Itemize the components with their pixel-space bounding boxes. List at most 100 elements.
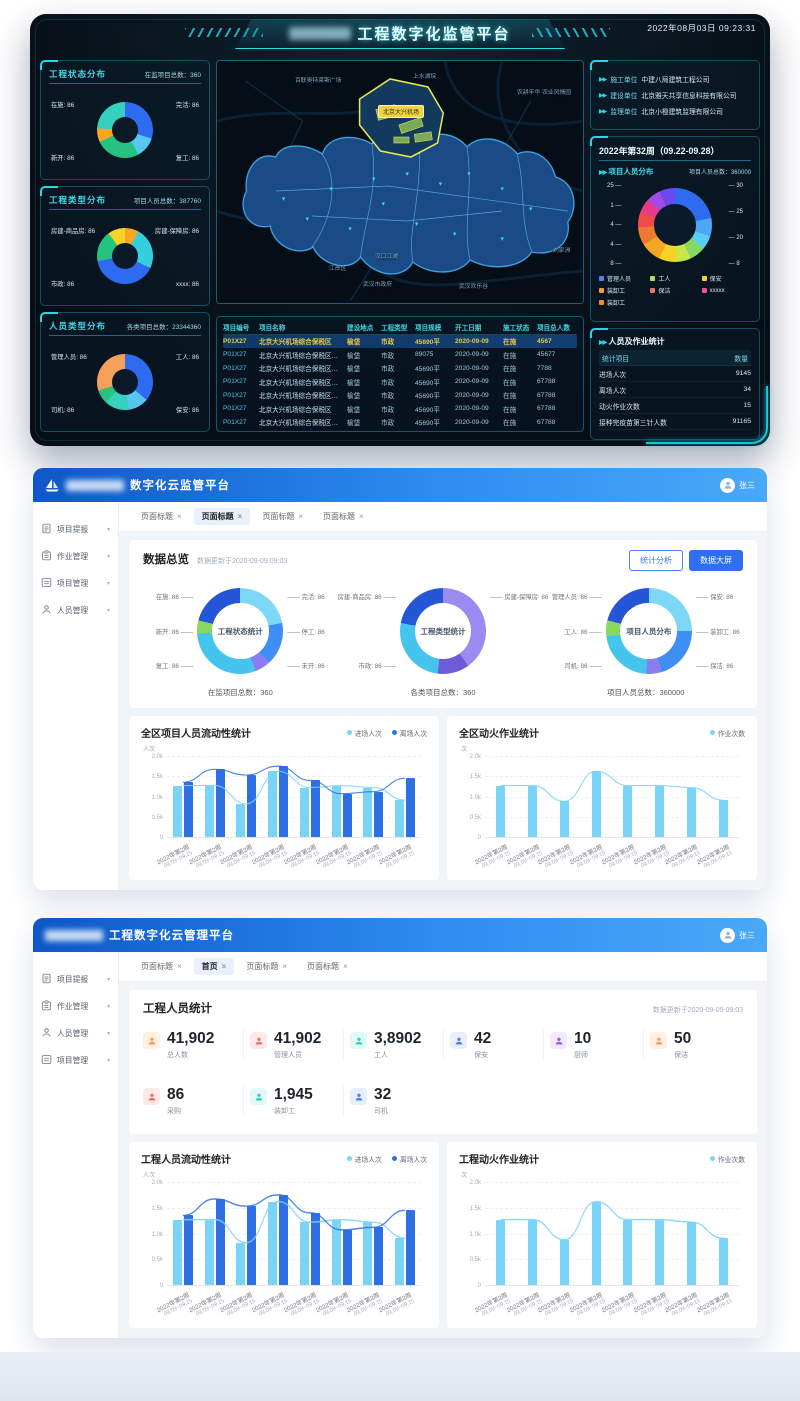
page-tab[interactable]: 首页 × — [193, 958, 235, 975]
bar-group[interactable] — [326, 1182, 358, 1285]
bar-group[interactable] — [549, 756, 581, 837]
section-title: 数据总览 — [143, 554, 189, 566]
close-icon[interactable]: × — [177, 512, 182, 521]
bar-group[interactable] — [231, 756, 263, 837]
bar-group[interactable] — [389, 756, 421, 837]
legend-item[interactable]: 装卸工 — [599, 298, 648, 307]
map-panel[interactable]: ▾ ▾ ▾ ▾ ▾ ▾ ▾ ▾ ▾ ▾ ▾ ▾ ▾ ▾ 北京大兴机场 百联奥特莱斯广场 上水湖垸 农耕年华·农… — [216, 60, 584, 304]
close-icon[interactable]: × — [282, 962, 288, 971]
sidebar-item-人员管理[interactable]: 人员管理 ▾ — [33, 1020, 118, 1047]
chart-title: 工程动火作业统计 — [459, 1155, 539, 1166]
x-axis: 2022年第2周 09.09~09.15 2022年第2周 09.09~09.15 20… — [156, 839, 421, 871]
bar-group[interactable] — [358, 1182, 390, 1285]
map-badge[interactable]: 北京大兴机场 — [378, 104, 425, 118]
personnel-donut-chart[interactable] — [638, 188, 712, 262]
donut-label: 完活: 86 — [175, 102, 199, 109]
bar-group[interactable] — [294, 756, 326, 837]
sidebar-item-项目提报[interactable]: 项目提报 ▾ — [33, 516, 118, 543]
close-icon[interactable]: × — [359, 512, 364, 521]
donut-chart[interactable] — [97, 102, 153, 158]
page-tab[interactable]: 页面标题 × — [141, 962, 182, 971]
table-row[interactable]: P01X27 北京大兴机场综合保税区 榆垡 市政 45690平 2020-09-09 在施 4… — [223, 334, 577, 348]
bar-group[interactable] — [262, 1182, 294, 1285]
bar-group[interactable] — [294, 1182, 326, 1285]
donut-chart[interactable]: 工程类型统计 — [400, 588, 486, 674]
page-tab[interactable]: 页面标题 × — [262, 512, 304, 521]
legend-item[interactable]: 保安 — [701, 274, 751, 283]
page-tab[interactable]: 页面标题 × — [323, 512, 364, 521]
data-screen-button[interactable]: 数据大屏 — [689, 550, 743, 571]
close-icon[interactable]: × — [221, 962, 227, 971]
legend-item[interactable]: 进场人次 — [346, 1154, 382, 1164]
bar-group[interactable] — [612, 1182, 644, 1285]
manage-app: 工程数字化云管理平台 张三 项目提报 ▾ 作业管理 ▾ 人员管理 ▾ 项目管理 ▾ 页面… — [33, 918, 767, 1338]
table-row[interactable]: P01X27北京大兴机场综合保税区民生省…榆垡市政45690平2020-09-0… — [223, 391, 556, 401]
page-tab[interactable]: 页面标题 × — [246, 962, 288, 971]
ops-row: 进场人次 9145 — [599, 366, 751, 382]
bar-group[interactable] — [389, 1182, 421, 1285]
bar-group[interactable] — [485, 756, 517, 837]
bar-group[interactable] — [676, 756, 708, 837]
sidebar-item-项目管理[interactable]: 项目管理 ▾ — [33, 570, 118, 597]
table-row[interactable]: P01X27 北京大兴机场综合保税区 榆垡 市政 45690平 2020-09-09 在施 6… — [223, 405, 556, 414]
user-menu[interactable]: 张三 — [720, 927, 755, 943]
stat-value: 10 — [574, 1030, 592, 1047]
page-tab[interactable]: 页面标题 × — [193, 508, 251, 525]
bar-group[interactable] — [262, 756, 294, 837]
donut-chart[interactable] — [97, 354, 153, 410]
bar-group[interactable] — [231, 1182, 263, 1285]
page-tab[interactable]: 页面标题 × — [141, 512, 182, 521]
donut-label: 新开: 86 — [51, 155, 75, 162]
table-row[interactable]: P01X27北京大兴机场综合保税区民生省…榆垡市政45690平2020-09-0… — [223, 378, 556, 387]
bar-group[interactable] — [358, 756, 390, 837]
legend-item[interactable]: 管理人员 — [599, 274, 648, 283]
legend-item[interactable]: 离场人次 — [391, 1154, 427, 1164]
legend-item[interactable]: 工人 — [650, 274, 699, 283]
bar-group[interactable] — [199, 1182, 231, 1285]
legend-item[interactable]: 离场人次 — [391, 728, 427, 738]
user-menu[interactable]: 张三 — [720, 477, 755, 493]
close-icon[interactable]: × — [237, 512, 243, 521]
bar-group[interactable] — [580, 1182, 612, 1285]
sidebar-item-人员管理[interactable]: 人员管理 ▾ — [33, 597, 118, 624]
donut-chart[interactable]: 项目人员分布 — [605, 588, 692, 674]
bar-group[interactable] — [580, 756, 612, 837]
legend-item[interactable]: 进场人次 — [346, 728, 382, 738]
table-row[interactable]: P01X27北京大兴机场综合保税区民生省…榆垡市政890752020-09-09… — [223, 351, 556, 360]
legend-item[interactable]: xxxxx — [701, 286, 751, 295]
legend-item[interactable]: 作业次数 — [709, 1154, 745, 1164]
close-icon[interactable]: × — [298, 512, 304, 521]
sidebar-item-项目提报[interactable]: 项目提报 ▾ — [33, 966, 118, 993]
y-axis-unit: 人次 — [143, 1173, 156, 1179]
panel-stat: 各类项目总数：23344360 — [126, 324, 201, 331]
legend-item[interactable]: 装卸工 — [599, 286, 648, 295]
table-row[interactable]: P01X27北京大兴机场综合保税区民生省…榆垡市政45690平2020-09-0… — [223, 364, 552, 374]
page-tab[interactable]: 页面标题 × — [307, 962, 348, 971]
bar-group[interactable] — [549, 1182, 581, 1285]
donut-chart[interactable] — [97, 228, 153, 284]
close-icon[interactable]: × — [177, 962, 182, 971]
legend-item[interactable]: 保洁 — [650, 286, 699, 295]
bar-group[interactable] — [644, 1182, 676, 1285]
bar-group[interactable] — [167, 1182, 199, 1285]
bar-group[interactable] — [517, 756, 549, 837]
bar-group[interactable] — [485, 1182, 517, 1285]
bar-group[interactable] — [517, 1182, 549, 1285]
close-icon[interactable]: × — [343, 962, 348, 971]
donut-center-label: 项目人员分布 — [620, 602, 678, 660]
bar-group[interactable] — [707, 1182, 739, 1285]
bar-group[interactable] — [707, 756, 739, 837]
bar-group[interactable] — [644, 756, 676, 837]
donut-chart[interactable]: 工程状态统计 — [197, 588, 284, 674]
bar-group[interactable] — [167, 756, 199, 837]
stat-analysis-button[interactable]: 统计分析 — [629, 550, 683, 571]
bar-group[interactable] — [199, 756, 231, 837]
legend-item[interactable]: 作业次数 — [709, 728, 745, 738]
sidebar-item-作业管理[interactable]: 作业管理 ▾ — [33, 543, 118, 570]
bar-group[interactable] — [612, 756, 644, 837]
bar-group[interactable] — [326, 756, 358, 837]
bar-group[interactable] — [676, 1182, 708, 1285]
sidebar-item-作业管理[interactable]: 作业管理 ▾ — [33, 993, 118, 1020]
sidebar-item-项目管理[interactable]: 项目管理 ▾ — [33, 1047, 118, 1074]
table-row[interactable]: P01X27北京大兴机场综合保税区民生省…榆垡市政45690平2020-09-0… — [223, 418, 556, 428]
